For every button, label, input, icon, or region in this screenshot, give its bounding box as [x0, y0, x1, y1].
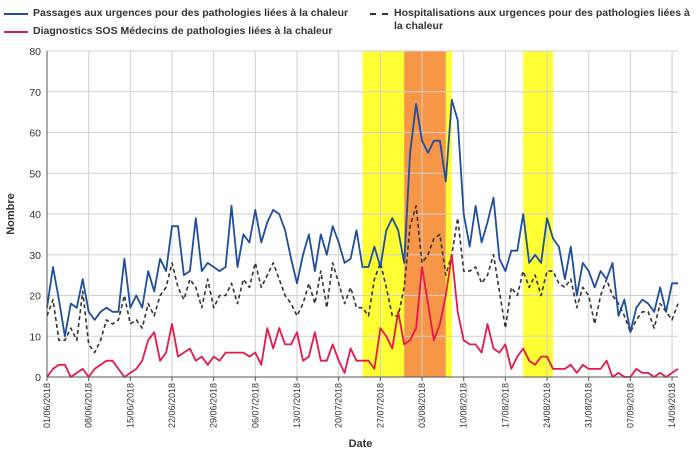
x-tick-label-7: 20/07/2018: [334, 383, 344, 428]
y-axis-label: Nombre: [5, 193, 17, 235]
x-tick-label-0: 01/06/2018: [42, 383, 52, 428]
series-lines: [46, 99, 679, 378]
x-tick-label-15: 14/09/2018: [667, 383, 677, 428]
legend-swatch-passages: [4, 13, 28, 15]
x-tick-label-10: 10/08/2018: [459, 383, 469, 428]
axes: 0 10 20 30 40 50 60 70 80 01/06/2018 08/06/2018 15/…: [29, 46, 678, 428]
x-tick-label-12: 24/08/2018: [542, 383, 552, 428]
y-tick-label-8: 80: [29, 46, 41, 58]
y-tick-label-6: 60: [29, 128, 41, 140]
legend-swatch-sos-medecins: [4, 31, 28, 33]
y-tick-label-1: 10: [29, 331, 41, 343]
x-tick-label-13: 31/08/2018: [584, 383, 594, 428]
series-line-2: [46, 253, 679, 378]
x-tick-label-6: 13/07/2018: [292, 383, 302, 428]
x-tick-label-5: 06/07/2018: [250, 383, 260, 428]
y-tick-label-3: 30: [29, 250, 41, 262]
x-tick-label-11: 17/08/2018: [500, 383, 510, 428]
y-tick-label-0: 0: [35, 372, 41, 384]
x-tick-label-1: 08/06/2018: [84, 383, 94, 428]
y-tick-label-7: 70: [29, 87, 41, 99]
x-tick-label-14: 07/09/2018: [625, 383, 635, 428]
x-axis-label: Date: [349, 438, 373, 450]
x-tick-label-3: 22/06/2018: [167, 383, 177, 428]
y-tick-label-5: 50: [29, 168, 41, 180]
x-tick-label-2: 15/06/2018: [125, 383, 135, 428]
legend-label-hospitalisations: Hospitalisations aux urgences pour des p…: [394, 7, 690, 32]
y-tick-label-2: 20: [29, 291, 41, 303]
y-tick-label-4: 40: [29, 209, 41, 221]
legend-label-sos-medecins: Diagnostics SOS Médecins de pathologies …: [33, 25, 333, 37]
series-line-0: [46, 99, 678, 338]
x-tick-label-9: 03/08/2018: [417, 383, 427, 428]
legend-swatch-hospitalisations: [370, 13, 388, 15]
series-line-1: [46, 205, 679, 354]
x-tick-label-8: 27/07/2018: [375, 383, 385, 428]
x-tick-label-4: 29/06/2018: [209, 383, 219, 428]
legend-label-passages: Passages aux urgences pour des pathologi…: [33, 7, 349, 19]
